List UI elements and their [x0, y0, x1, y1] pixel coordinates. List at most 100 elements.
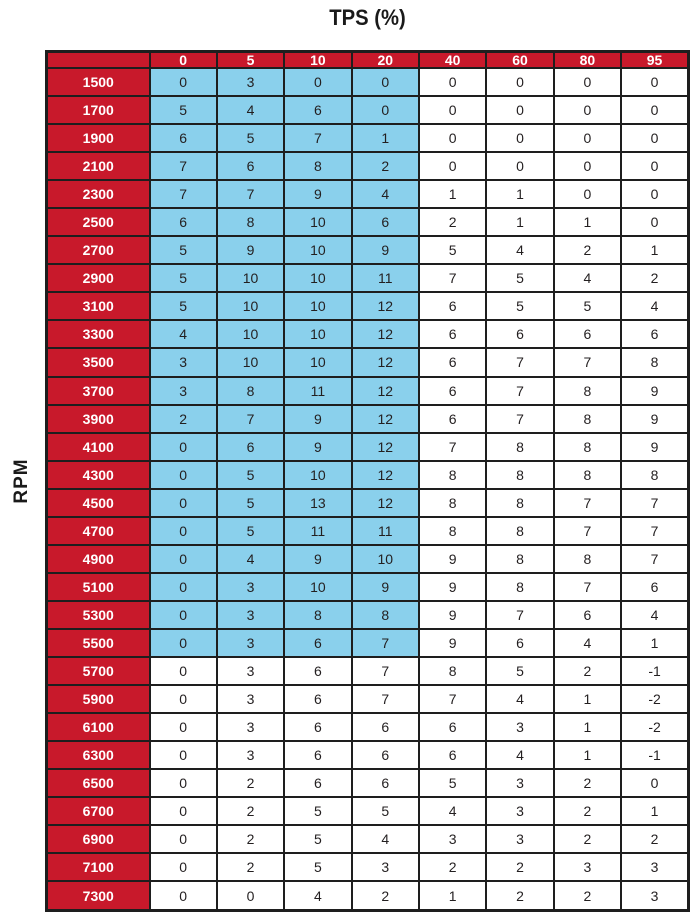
table-row: 1900 6 5 7 1 0 0 0 0 — [45, 123, 690, 154]
value-cell: 1 — [620, 235, 690, 266]
value-cell: 6 — [417, 403, 488, 434]
value-cell: 0 — [350, 66, 421, 98]
value-cell: 0 — [148, 543, 218, 574]
table-row: 5100 0 3 10 9 9 8 7 6 — [45, 571, 690, 602]
value-cell: 10 — [283, 207, 353, 238]
value-cell: 7 — [148, 179, 218, 210]
value-cell: 9 — [215, 235, 286, 266]
column-header-0: 0 — [148, 50, 218, 69]
value-cell: 3 — [215, 571, 286, 602]
value-cell: 10 — [283, 235, 353, 266]
table-row: 3100 5 10 10 12 6 5 5 4 — [45, 291, 690, 322]
table-row: 5500 0 3 6 7 9 6 4 1 — [45, 627, 690, 658]
value-cell: 9 — [283, 179, 353, 210]
value-cell: 2 — [215, 796, 286, 827]
value-cell: 6 — [620, 571, 690, 602]
value-cell: 6 — [552, 319, 623, 350]
row-header-5500: 5500 — [45, 627, 151, 658]
value-cell: 2 — [215, 852, 286, 883]
value-cell: 6 — [148, 123, 218, 154]
value-cell: 4 — [552, 263, 623, 294]
value-cell: 6 — [283, 627, 353, 658]
value-cell: 2 — [552, 824, 623, 855]
value-cell: 6 — [215, 151, 286, 182]
value-cell: 0 — [148, 431, 218, 462]
row-header-7100: 7100 — [45, 852, 151, 883]
value-cell: 0 — [485, 66, 555, 98]
table-row: 7100 0 2 5 3 2 2 3 3 — [45, 852, 690, 883]
value-cell: 2 — [485, 880, 555, 912]
value-cell: 10 — [283, 263, 353, 294]
value-cell: 1 — [552, 740, 623, 771]
value-cell: 3 — [215, 627, 286, 658]
value-cell: 6 — [350, 740, 421, 771]
row-header-3900: 3900 — [45, 403, 151, 434]
value-cell: 8 — [552, 431, 623, 462]
value-cell: 0 — [283, 66, 353, 98]
value-cell: 7 — [485, 403, 555, 434]
column-header-40: 40 — [417, 50, 488, 69]
row-header-2700: 2700 — [45, 235, 151, 266]
column-header-60: 60 — [485, 50, 555, 69]
value-cell: 0 — [620, 123, 690, 154]
row-header-3500: 3500 — [45, 347, 151, 378]
value-cell: 8 — [417, 515, 488, 546]
value-cell: 8 — [485, 515, 555, 546]
table-row: 5300 0 3 8 8 9 7 6 4 — [45, 599, 690, 630]
value-cell: 7 — [215, 179, 286, 210]
value-cell: 8 — [552, 375, 623, 406]
value-cell: 7 — [350, 684, 421, 715]
value-cell: 8 — [552, 403, 623, 434]
value-cell: 2 — [417, 852, 488, 883]
value-cell: 5 — [215, 487, 286, 518]
value-cell: 9 — [620, 375, 690, 406]
value-cell: 0 — [350, 95, 421, 126]
value-cell: 10 — [215, 263, 286, 294]
value-cell: 5 — [148, 291, 218, 322]
value-cell: 6 — [417, 375, 488, 406]
value-cell: 0 — [620, 95, 690, 126]
value-cell: 2 — [417, 207, 488, 238]
column-header-80: 80 — [552, 50, 623, 69]
value-cell: 5 — [215, 515, 286, 546]
value-cell: 7 — [350, 627, 421, 658]
value-cell: 0 — [148, 796, 218, 827]
table-row: 3900 2 7 9 12 6 7 8 9 — [45, 403, 690, 434]
value-cell: 4 — [148, 319, 218, 350]
value-cell: 0 — [148, 487, 218, 518]
value-cell: 0 — [620, 151, 690, 182]
value-cell: 6 — [417, 319, 488, 350]
value-cell: 8 — [283, 151, 353, 182]
row-header-5900: 5900 — [45, 684, 151, 715]
value-cell: 7 — [620, 543, 690, 574]
value-cell: 5 — [148, 95, 218, 126]
table-row: 4100 0 6 9 12 7 8 8 9 — [45, 431, 690, 462]
value-cell: 0 — [485, 95, 555, 126]
value-cell: 9 — [283, 403, 353, 434]
value-cell: 0 — [417, 66, 488, 98]
value-cell: 0 — [620, 768, 690, 799]
value-cell: 8 — [215, 207, 286, 238]
value-cell: 8 — [485, 543, 555, 574]
value-cell: 0 — [148, 571, 218, 602]
value-cell: 10 — [283, 291, 353, 322]
table-row: 4900 0 4 9 10 9 8 8 7 — [45, 543, 690, 574]
column-header-20: 20 — [350, 50, 421, 69]
value-cell: 10 — [283, 459, 353, 490]
value-cell: 9 — [350, 235, 421, 266]
value-cell: 3 — [148, 375, 218, 406]
row-header-6700: 6700 — [45, 796, 151, 827]
value-cell: 0 — [485, 123, 555, 154]
row-header-4300: 4300 — [45, 459, 151, 490]
table-row: 3500 3 10 10 12 6 7 7 8 — [45, 347, 690, 378]
value-cell: 6 — [283, 95, 353, 126]
value-cell: 7 — [552, 571, 623, 602]
value-cell: 6 — [417, 347, 488, 378]
value-cell: 1 — [485, 207, 555, 238]
value-cell: 6 — [283, 684, 353, 715]
value-cell: -2 — [620, 712, 690, 743]
value-cell: 0 — [148, 599, 218, 630]
value-cell: 3 — [215, 599, 286, 630]
value-cell: 7 — [417, 263, 488, 294]
